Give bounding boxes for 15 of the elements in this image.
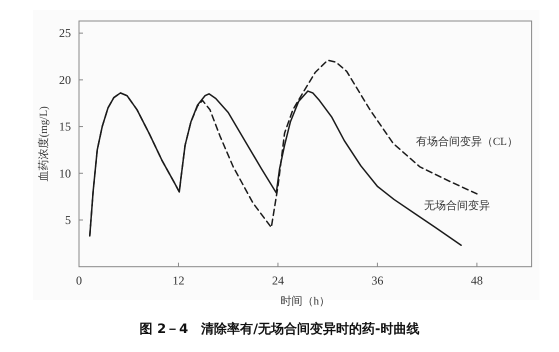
x-tick-label: 0	[76, 274, 82, 288]
y-tick-label: 5	[65, 212, 71, 227]
x-axis-title: 时间（h）	[280, 294, 330, 308]
x-tick-label: 36	[371, 274, 384, 288]
y-tick-label: 20	[59, 72, 71, 87]
text: 图 2－4 清除率有/无场合间变异时的药-时曲线	[140, 321, 420, 337]
x-tick-label: 24	[272, 274, 284, 288]
y-tick-label: 15	[59, 120, 71, 134]
y-tick-label: 25	[59, 26, 71, 40]
series-label: 无场合间变异	[424, 199, 490, 212]
y-axis-title: 血药浓度(mg/L)	[37, 106, 50, 182]
series-label: 有场合间变异（CL）	[416, 134, 518, 148]
x-tick-label: 12	[172, 274, 184, 288]
y-tick-label: 10	[59, 166, 71, 180]
x-tick-label: 48	[470, 274, 483, 288]
